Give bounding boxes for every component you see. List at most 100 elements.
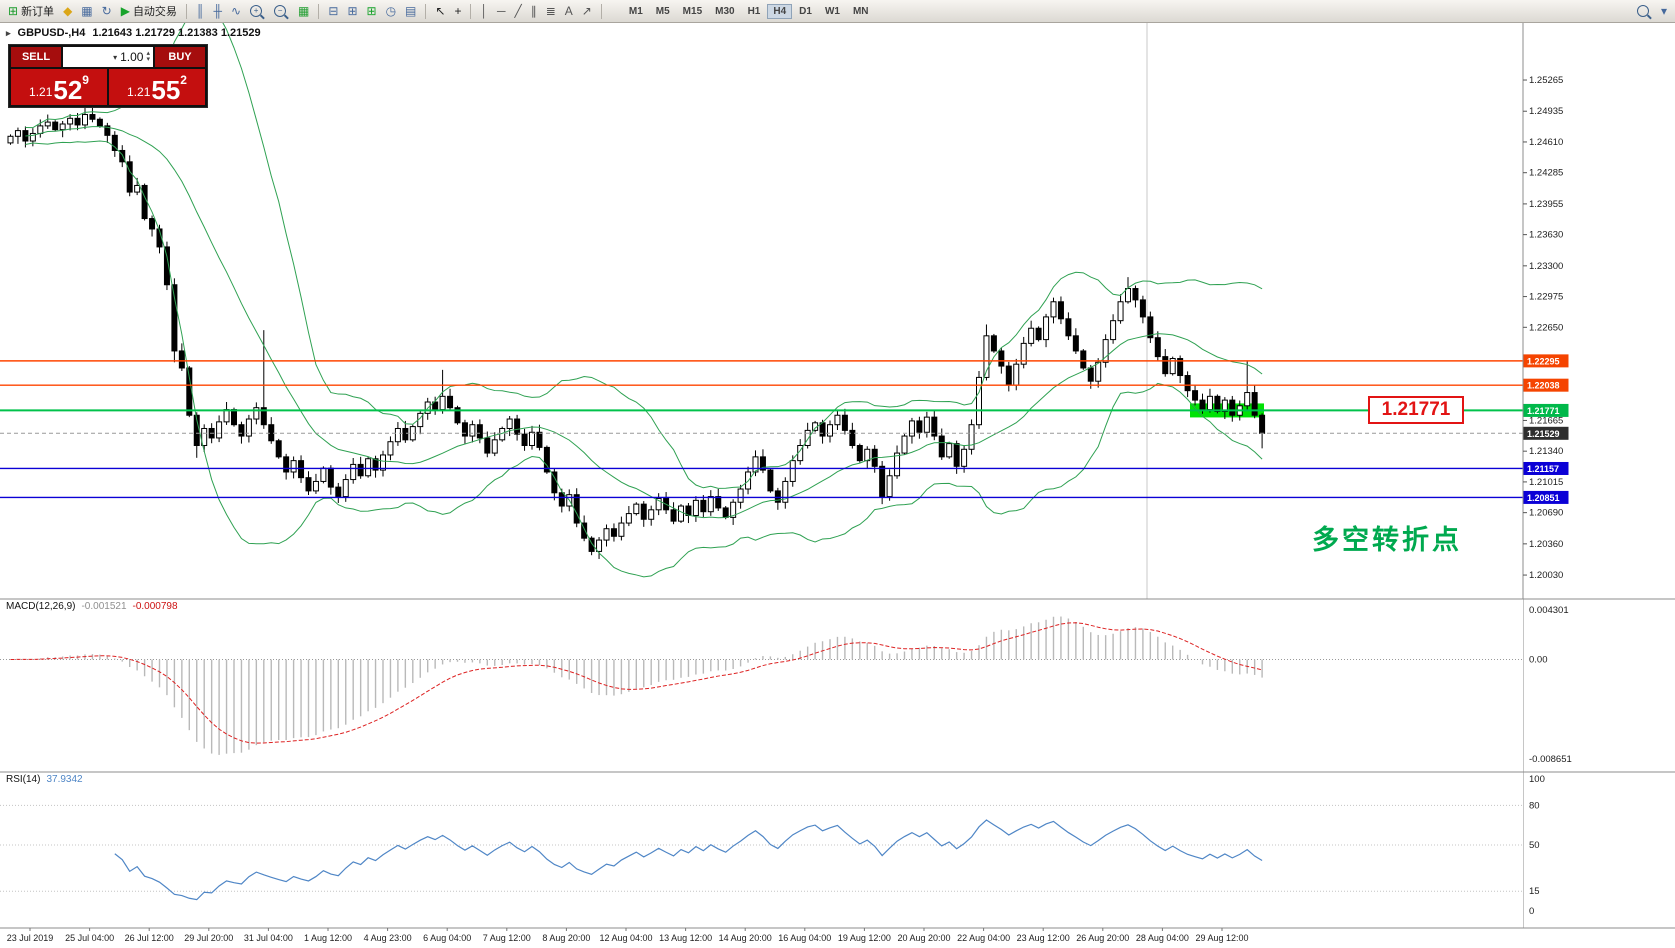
candlestick-chart-icon[interactable]: ╫ bbox=[209, 2, 226, 21]
price-level-annotation[interactable]: 1.21771 bbox=[1368, 396, 1464, 424]
svg-text:1.20690: 1.20690 bbox=[1529, 508, 1563, 519]
rsi-name-label: RSI(14) bbox=[6, 774, 41, 785]
macd-name-label: MACD(12,26,9) bbox=[6, 601, 76, 612]
svg-text:1.22038: 1.22038 bbox=[1527, 381, 1560, 391]
autotrading-button[interactable]: ▶ 自动交易 bbox=[117, 2, 181, 21]
svg-text:1.21771: 1.21771 bbox=[1527, 406, 1560, 416]
macd-panel[interactable] bbox=[0, 599, 1523, 772]
svg-text:1.20360: 1.20360 bbox=[1529, 539, 1563, 550]
svg-text:1.24935: 1.24935 bbox=[1529, 106, 1563, 117]
svg-text:29 Aug 12:00: 29 Aug 12:00 bbox=[1195, 933, 1248, 943]
time-axis[interactable]: 23 Jul 2019 25 Jul 04:00 26 Jul 12:00 29 Ju… bbox=[7, 928, 1249, 943]
svg-text:1.24610: 1.24610 bbox=[1529, 137, 1563, 148]
timeframe-m30[interactable]: M30 bbox=[709, 4, 740, 19]
svg-text:1.24285: 1.24285 bbox=[1529, 168, 1563, 179]
price-badge bbox=[1523, 403, 1569, 417]
volume-dropdown-icon[interactable]: ▾ bbox=[113, 52, 118, 62]
trendline-tool-icon[interactable]: ╱ bbox=[510, 2, 525, 21]
toolbar-separator bbox=[318, 3, 320, 19]
svg-text:-0.008651: -0.008651 bbox=[1529, 754, 1572, 765]
timeframe-d1[interactable]: D1 bbox=[793, 4, 818, 19]
chart-shift-marker-icon: ▸ bbox=[6, 27, 11, 38]
price-badge bbox=[1523, 490, 1569, 504]
timeframe-w1[interactable]: W1 bbox=[819, 4, 846, 19]
channel-tool-icon[interactable]: ∥ bbox=[527, 2, 541, 21]
timeframe-mn[interactable]: MN bbox=[847, 4, 875, 19]
svg-text:23 Aug 12:00: 23 Aug 12:00 bbox=[1017, 933, 1070, 943]
channel-tool-icon: ∥ bbox=[530, 4, 537, 18]
svg-text:1.23300: 1.23300 bbox=[1529, 261, 1563, 272]
timeframe-m15[interactable]: M15 bbox=[677, 4, 708, 19]
svg-text:15: 15 bbox=[1529, 886, 1540, 897]
svg-text:1.21340: 1.21340 bbox=[1529, 446, 1563, 457]
timeframe-m5[interactable]: M5 bbox=[650, 4, 676, 19]
trendline-tool-icon: ╱ bbox=[514, 4, 522, 18]
svg-text:1.21015: 1.21015 bbox=[1529, 477, 1563, 488]
sell-price-button[interactable]: 1.21 52 9 bbox=[11, 69, 107, 105]
sell-button[interactable]: SELL bbox=[11, 47, 61, 67]
volume-stepper[interactable]: ▴ ▾ bbox=[146, 50, 150, 63]
tile-windows-icon[interactable]: ⊟ bbox=[324, 2, 342, 21]
data-window-icon[interactable]: ▦ bbox=[77, 2, 96, 21]
clock-icon[interactable]: ◷ bbox=[382, 2, 400, 21]
svg-text:16 Aug 04:00: 16 Aug 04:00 bbox=[778, 933, 831, 943]
price-badge bbox=[1523, 426, 1569, 440]
line-chart-icon[interactable]: ∿ bbox=[227, 2, 245, 21]
zoom-out-icon[interactable]: − bbox=[270, 2, 293, 21]
toolbar-separator bbox=[425, 3, 427, 19]
stepper-down-icon[interactable]: ▾ bbox=[146, 56, 150, 63]
svg-text:80: 80 bbox=[1529, 800, 1540, 811]
timeframe-h1[interactable]: H1 bbox=[742, 4, 767, 19]
volume-value: 1.00 bbox=[120, 50, 144, 64]
chart-profile-icon[interactable]: ▤ bbox=[401, 2, 420, 21]
navigator-icon[interactable]: ↻ bbox=[98, 2, 116, 21]
new-chart-icon: ⊞ bbox=[366, 4, 377, 18]
svg-text:26 Aug 20:00: 26 Aug 20:00 bbox=[1076, 933, 1129, 943]
svg-text:28 Aug 04:00: 28 Aug 04:00 bbox=[1136, 933, 1189, 943]
chart-plot-area[interactable] bbox=[0, 23, 1523, 599]
svg-text:1.23630: 1.23630 bbox=[1529, 230, 1563, 241]
cascade-windows-icon[interactable]: ⊞ bbox=[343, 2, 361, 21]
text-tool-icon[interactable]: A bbox=[561, 2, 577, 21]
chart-profile-icon: ▤ bbox=[405, 4, 417, 18]
svg-text:1.22975: 1.22975 bbox=[1529, 292, 1563, 303]
data-window-icon: ▦ bbox=[81, 4, 93, 18]
buy-price-button[interactable]: 1.21 55 2 bbox=[109, 69, 205, 105]
text-tool-icon: A bbox=[564, 4, 573, 18]
autotrading-button: ▶ bbox=[120, 4, 130, 18]
bar-chart-icon[interactable]: ║ bbox=[192, 2, 209, 21]
svg-text:1 Aug 12:00: 1 Aug 12:00 bbox=[304, 933, 352, 943]
one-click-trading-panel: SELL ▾ 1.00 ▴ ▾ BUY 1.21 52 9 1.21 55 2 bbox=[8, 44, 208, 108]
timeframe-m1[interactable]: M1 bbox=[623, 4, 649, 19]
stepper-up-icon[interactable]: ▴ bbox=[146, 50, 150, 57]
fibonacci-tool-icon[interactable]: ≣ bbox=[542, 2, 560, 21]
main-toolbar: ⊞ 新订单 ◆ ▦ ↻ ▶ 自动交易 ║ ╫ ∿ + − ▦ ⊟ ⊞ ⊞ ◷ ▤ ↖ + │ ─ ╱ ∥ ≣ A ↗ M1 M5 M15 M… bbox=[0, 0, 1675, 23]
options-icon[interactable]: ▾ bbox=[1657, 2, 1671, 21]
new-order-button: ⊞ bbox=[8, 4, 19, 18]
buy-price-big: 55 bbox=[151, 75, 181, 105]
cursor-icon[interactable]: ↖ bbox=[431, 2, 449, 21]
new-order-button[interactable]: ⊞ 新订单 bbox=[4, 2, 58, 21]
zoom-in-icon[interactable]: + bbox=[246, 2, 269, 21]
turning-point-annotation[interactable]: 多空转折点 bbox=[1312, 525, 1462, 555]
macd-value-label: -0.001521 bbox=[81, 601, 127, 612]
crosshair-icon[interactable]: + bbox=[450, 2, 465, 21]
new-chart-icon[interactable]: ⊞ bbox=[363, 2, 381, 21]
rsi-line bbox=[114, 819, 1263, 901]
buy-button[interactable]: BUY bbox=[155, 47, 205, 67]
horizontal-line-tool-icon[interactable]: ─ bbox=[493, 2, 510, 21]
volume-input[interactable]: ▾ 1.00 ▴ ▾ bbox=[63, 47, 153, 67]
search-icon[interactable] bbox=[1633, 2, 1656, 21]
price-scale[interactable]: 1.25265 1.24935 1.24610 1.24285 1.23955 1.236… bbox=[1522, 23, 1572, 928]
svg-text:1.20851: 1.20851 bbox=[1527, 493, 1560, 503]
svg-text:1.22650: 1.22650 bbox=[1529, 322, 1563, 333]
grid-icon[interactable]: ▦ bbox=[294, 2, 313, 21]
market-watch-icon[interactable]: ◆ bbox=[59, 2, 76, 21]
timeframe-h4[interactable]: H4 bbox=[767, 3, 793, 19]
svg-text:25 Jul 04:00: 25 Jul 04:00 bbox=[65, 933, 114, 943]
svg-text:29 Jul 20:00: 29 Jul 20:00 bbox=[184, 933, 233, 943]
vertical-line-tool-icon[interactable]: │ bbox=[476, 2, 492, 21]
shapes-tool-icon[interactable]: ↗ bbox=[578, 2, 596, 21]
rsi-panel[interactable] bbox=[0, 772, 1523, 928]
